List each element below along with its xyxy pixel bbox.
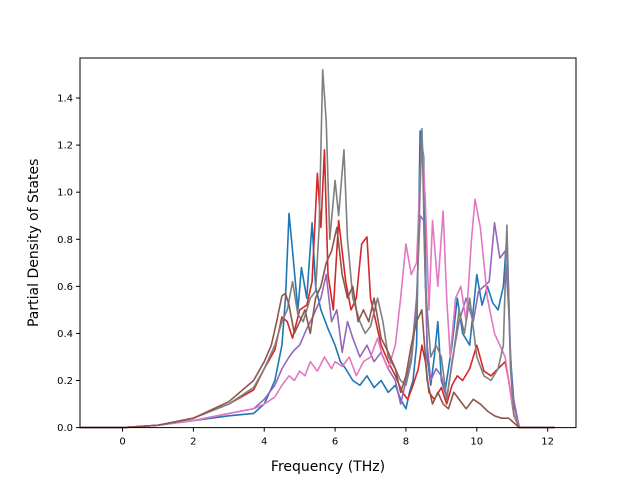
x-tick-label: 4	[261, 437, 267, 448]
x-axis: 0 2 4 6 8 10 12	[119, 427, 554, 448]
x-axis-label: Frequency (THz)	[271, 459, 385, 475]
y-tick-label: 0.6	[57, 282, 73, 293]
series-line-1	[80, 130, 555, 429]
x-tick-label: 0	[119, 437, 125, 448]
plot-frame	[79, 57, 577, 429]
y-axis: 0.0 0.2 0.4 0.6 0.8 1.0 1.2 1.4	[57, 94, 80, 434]
x-tick-label: 2	[190, 437, 196, 448]
y-tick-label: 0.0	[57, 423, 73, 434]
y-tick-label: 0.4	[57, 329, 73, 340]
y-tick-label: 0.2	[57, 376, 73, 387]
series-line-5	[80, 68, 555, 429]
y-tick-label: 1.4	[57, 94, 73, 105]
series-line-3	[80, 214, 555, 429]
y-tick-label: 1.2	[57, 141, 73, 152]
series-line-2	[80, 149, 555, 429]
x-tick-label: 12	[541, 437, 554, 448]
series-line-6	[80, 226, 555, 429]
series-line-4	[80, 132, 555, 429]
series-layer	[80, 68, 555, 429]
x-tick-label: 8	[403, 437, 409, 448]
x-tick-label: 6	[332, 437, 338, 448]
x-tick-label: 10	[470, 437, 483, 448]
y-tick-label: 0.8	[57, 235, 73, 246]
y-axis-label: Partial Density of States	[26, 159, 42, 327]
y-tick-label: 1.0	[57, 188, 73, 199]
